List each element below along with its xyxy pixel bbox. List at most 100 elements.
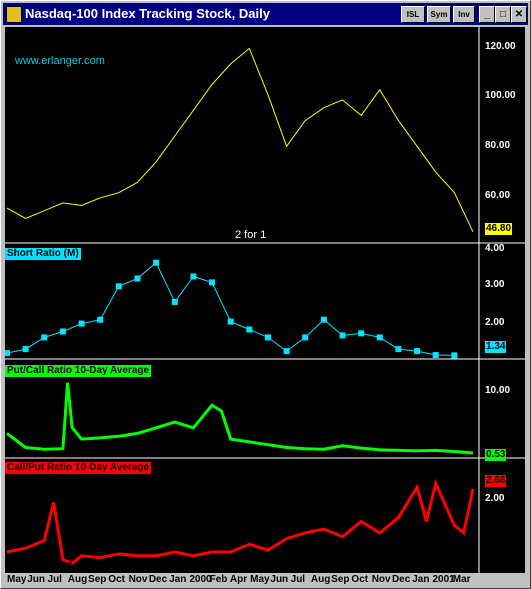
short-ratio-point [451,352,458,359]
x-tick-label: 13 [89,561,101,572]
x-tick-label: 18 [349,561,361,572]
callput-line [6,478,475,566]
x-month-label: Sep [331,574,350,585]
x-month-label: Nov [371,574,391,585]
x-tick-label: 16 [61,561,73,572]
x-month-label: 2001 [432,574,455,585]
x-month-label: Jan [412,574,430,585]
chart-area[interactable]: www.erlanger.com 2 for 1 Short Ratio (M)… [4,27,525,573]
x-month-label: Aug [310,574,331,585]
x-month-label: May [7,574,27,585]
inv-button[interactable]: Inv [453,6,475,23]
putcall-line [6,382,474,455]
putcall-label: Put/Call Ratio 10-Day Average [5,365,152,377]
x-tick-label: 26 [308,561,320,572]
short-ratio-point [358,330,365,337]
short-ratio-point [171,299,178,305]
x-tick-label: 26 [459,561,471,572]
short-ratio-point [246,326,253,333]
x-tick-label: 23 [20,561,32,572]
short-ratio-point [395,346,402,353]
x-tick-label: 30 [281,561,293,572]
x-month-label: Feb [209,574,228,585]
x-tick-label: 15 [75,561,87,572]
x-tick-label: 5 [253,561,260,572]
short-ratio-point [227,318,234,325]
short-last-value: 1.34 [485,341,507,353]
maximize-icon[interactable]: □ [495,6,511,23]
x-month-label: Jul [290,574,306,585]
short-ratio-line [6,261,455,356]
short-ratio-point [283,348,290,355]
x-tick-label: 15 [198,561,210,572]
x-tick-row: 3 23 21 19 16 15 13 11 29 27 24 22 20 17 15 12 10 7 5 2 30 28… [5,561,485,573]
y-tick-label: 100.00 [485,90,516,101]
x-month-label: Dec [391,574,411,585]
short-ratio-point [339,332,346,339]
short-ratio-point [59,328,66,335]
y-tick-label: 3.00 [485,279,505,290]
y-tick-label: 60.00 [485,190,511,201]
callput-label: Call/Put Ratio 10-Day Average [5,462,152,474]
x-month-label: Apr [229,574,248,585]
short-ratio-point [265,334,271,341]
y-tick-label: 2.00 [485,317,505,328]
short-ratio-point [432,352,439,358]
short-ratio-point [134,275,141,282]
y-tick-label: 10.00 [485,385,511,396]
x-month-row: May Jun Jul Aug Sep Oct Nov Dec Jan 2000 Feb Apr May… [5,574,485,586]
y-tick-label: 2.00 [485,493,505,504]
short-ratio-point [153,259,160,266]
x-month-label: Dec [148,574,168,585]
app-icon [6,6,22,23]
x-month-label: Oct [351,574,369,585]
close-icon[interactable]: ✕ [511,6,527,23]
x-month-label: Aug [67,574,88,585]
x-tick-label: 28 [294,561,306,572]
x-tick-label: 2 [445,561,452,572]
x-tick-label: 29 [116,561,128,572]
short-ratio-point [22,346,29,353]
split-annotation: 2 for 1 [235,229,267,241]
putcall-last-value: 0.53 [485,449,507,461]
website-label: www.erlanger.com [15,55,105,67]
x-axis: 3 23 21 19 16 15 13 11 29 27 24 22 20 17 15 12 10 7 5 2 30 28… [5,561,525,587]
x-tick-label: 12 [212,561,224,572]
x-tick-label: 11 [102,561,114,572]
sym-button[interactable]: Sym [427,6,451,23]
x-tick-label: 8 [404,561,411,572]
short-ratio-point [4,350,10,357]
x-tick-label: 17 [185,561,197,572]
x-tick-label: 23 [322,561,334,572]
x-tick-label: 20 [171,561,183,572]
x-tick-label: 16 [363,561,375,572]
short-ratio-point [190,273,197,280]
short-ratio-point [209,279,215,286]
x-month-label: Mar [452,574,471,585]
minimize-icon[interactable]: _ [479,6,495,23]
y-tick-label: 120.00 [485,41,516,52]
x-tick-label: 27 [130,561,142,572]
title-bar[interactable]: Nasdaq-100 Index Tracking Stock, Daily I… [3,3,528,25]
x-tick-label: 19 [48,561,60,572]
y-tick-label: 4.00 [485,243,505,254]
x-month-label: Jan [169,574,187,585]
x-tick-label: 22 [157,561,169,572]
chart-svg [4,27,525,573]
x-tick-label: 10 [226,561,238,572]
x-month-label: Nov [128,574,148,585]
short-ratio-point [78,320,85,327]
short-ratio-point [302,334,309,341]
x-tick-label: 3 [7,561,13,572]
x-tick-label: 13 [377,561,389,572]
isl-button[interactable]: ISL [401,6,425,23]
x-tick-label: 24 [144,561,156,572]
x-month-label: Jul [47,574,62,585]
price-line [6,47,474,233]
short-ratio-point [376,334,383,341]
x-tick-label: 21 [335,561,348,572]
short-ratio-point [414,348,421,355]
short-ratio-point [115,283,122,290]
short-ratio-point [320,316,327,323]
